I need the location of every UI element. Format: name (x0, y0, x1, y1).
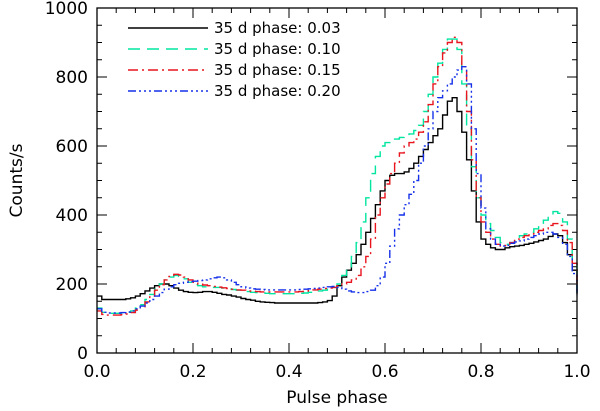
series-line-2 (97, 38, 578, 314)
y-tick-label: 200 (56, 275, 88, 295)
y-tick-label: 600 (56, 137, 88, 157)
series-line-3 (97, 36, 578, 316)
legend-label-2: 35 d phase: 0.10 (214, 40, 341, 58)
x-tick-label: 1.0 (563, 362, 590, 382)
series-line-1 (97, 97, 578, 304)
y-tick-label: 800 (56, 68, 88, 88)
x-tick-label: 0.6 (371, 362, 398, 382)
legend-label-3: 35 d phase: 0.15 (214, 61, 341, 79)
x-tick-label: 0.8 (467, 362, 494, 382)
x-tick-label: 0.0 (83, 362, 110, 382)
series-lines (97, 36, 578, 316)
x-tick-label: 0.2 (179, 362, 206, 382)
y-axis-title: Counts/s (7, 143, 27, 217)
y-tick-label: 0 (77, 344, 88, 364)
legend-label-4: 35 d phase: 0.20 (214, 82, 341, 100)
x-axis-title: Pulse phase (286, 388, 387, 408)
legend-label-1: 35 d phase: 0.03 (214, 19, 341, 37)
legend: 35 d phase: 0.03 35 d phase: 0.10 35 d pha… (128, 19, 341, 100)
x-axis-ticks: 0.0 0.2 0.4 0.6 0.8 1.0 (83, 8, 591, 382)
series-line-4 (97, 66, 578, 314)
y-axis-ticks: 0 200 400 600 800 1000 (45, 0, 577, 364)
y-tick-label: 1000 (45, 0, 88, 19)
y-tick-label: 400 (56, 206, 88, 226)
x-tick-label: 0.4 (275, 362, 302, 382)
plot-frame (96, 7, 578, 354)
